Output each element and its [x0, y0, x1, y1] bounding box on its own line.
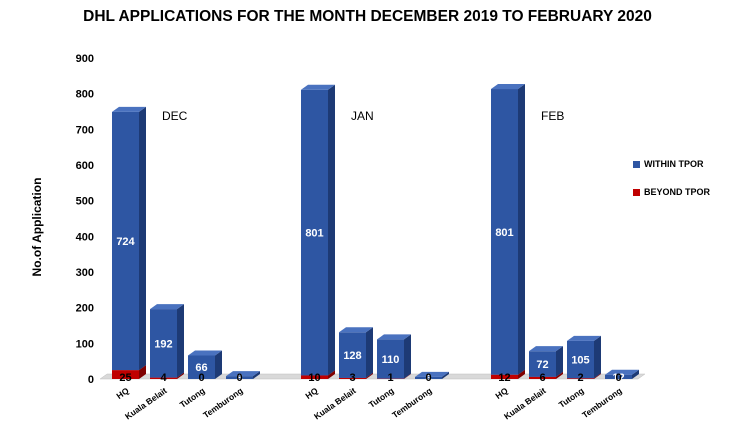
data-label-within: 6: [425, 373, 431, 385]
x-tick-label: Temburong: [580, 385, 624, 420]
bar-within-tpor: [339, 327, 373, 378]
bar-within-tpor: [112, 106, 146, 371]
bar-within-tpor: [415, 371, 449, 379]
x-tick-label: Tutong: [367, 385, 396, 409]
data-label-beyond: 12: [498, 372, 510, 384]
data-label-beyond: 0: [236, 372, 242, 384]
legend-label-beyond: BEYOND TPOR: [644, 187, 711, 197]
y-tick-label: 700: [76, 124, 94, 136]
legend-swatch-within: [633, 160, 640, 168]
group-label: DEC: [162, 109, 188, 123]
x-tick-label: Temburong: [201, 385, 245, 420]
x-tick-label: Kuala Belait: [312, 385, 358, 421]
bar-within-tpor: [301, 84, 335, 376]
legend-label-within: WITHIN TPOR: [644, 159, 704, 169]
data-label-within: 192: [154, 338, 172, 350]
legend-item-beyond: BEYOND TPOR: [633, 186, 710, 198]
data-label-beyond: 2: [577, 372, 583, 384]
bar-within-tpor: [605, 369, 639, 379]
data-label-within: 801: [495, 227, 513, 239]
data-label-within: 105: [571, 355, 589, 367]
bar-within-tpor: [491, 84, 525, 375]
bar-within-tpor: [377, 334, 411, 379]
x-tick-label: Tutong: [178, 385, 207, 409]
data-label-within: 128: [343, 350, 361, 362]
data-label-beyond: 6: [539, 372, 545, 384]
legend-swatch-beyond: [633, 188, 640, 196]
data-label-beyond: 3: [349, 372, 355, 384]
y-tick-label: 0: [88, 374, 94, 386]
bar-within-tpor: [188, 350, 222, 379]
data-label-within: 8: [236, 373, 242, 385]
y-tick-label: 800: [76, 89, 94, 101]
data-label-beyond: 1: [387, 372, 393, 384]
data-label-within: 66: [195, 362, 207, 374]
data-label-beyond: 0: [425, 372, 431, 384]
data-label-beyond: 0: [615, 372, 621, 384]
y-tick-label: 400: [76, 231, 94, 243]
data-label-beyond: 25: [119, 372, 131, 384]
x-tick-label: Temburong: [390, 385, 434, 420]
x-tick-label: HQ: [303, 385, 319, 401]
bar-within-tpor: [150, 304, 184, 378]
group-label: JAN: [351, 109, 374, 123]
bar-within-tpor: [226, 371, 260, 379]
data-label-beyond: 10: [308, 372, 320, 384]
y-tick-label: 200: [76, 303, 94, 315]
x-tick-label: Kuala Belait: [123, 385, 169, 421]
group-label: FEB: [541, 109, 564, 123]
y-tick-label: 900: [76, 53, 94, 65]
data-label-within: 724: [116, 236, 135, 248]
x-tick-label: HQ: [114, 385, 130, 401]
y-tick-label: 500: [76, 196, 94, 208]
bar-within-tpor: [529, 346, 563, 377]
y-tick-label: 300: [76, 267, 94, 279]
x-tick-label: Tutong: [557, 385, 586, 409]
bar-within-tpor: [567, 335, 601, 379]
chart-title: DHL APPLICATIONS FOR THE MONTH DECEMBER …: [83, 8, 652, 25]
legend-item-within: WITHIN TPOR: [633, 158, 710, 170]
data-label-within: 801: [305, 228, 323, 240]
y-tick-label: 100: [76, 338, 94, 350]
data-label-within: 12: [612, 372, 624, 384]
data-label-within: 110: [382, 354, 400, 366]
x-tick-label: HQ: [493, 385, 509, 401]
legend: WITHIN TPOR BEYOND TPOR: [633, 158, 710, 214]
y-tick-label: 600: [76, 160, 94, 172]
data-label-beyond: 4: [160, 372, 167, 384]
data-label-within: 72: [536, 359, 548, 371]
data-label-beyond: 0: [198, 372, 204, 384]
x-tick-label: Kuala Belait: [502, 385, 548, 421]
